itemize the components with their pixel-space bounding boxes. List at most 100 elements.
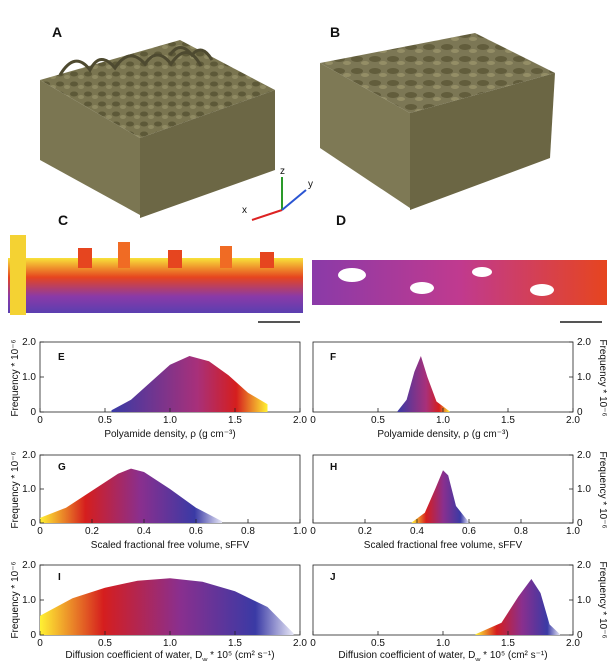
triad-z-label: z [280,166,285,177]
distribution-area-h [411,470,469,523]
axis-triad: x z y [242,166,313,221]
x-tick-label-g: 0.4 [137,526,151,537]
x-tick-label-f: 0.5 [371,415,385,426]
cross-section-d [312,260,607,323]
x-tick-label-j: 1.5 [501,638,515,649]
x-tick-label-e: 1.0 [163,415,177,426]
x-tick-label-g: 0.2 [85,526,99,537]
y-axis-label-f: Frequency * 10⁻⁶ [597,339,608,416]
y-tick-label-j: 1.0 [577,595,591,606]
y-tick-label-f: 2.0 [577,337,591,348]
plot-frame-f [312,341,574,413]
y-tick-label-g: 2.0 [22,450,36,461]
x-tick-label-i: 1.0 [163,638,177,649]
x-tick-label-h: 0.8 [514,526,528,537]
y-tick-label-h: 0 [577,518,583,529]
y-axis-label-g: Frequency * 10⁻⁶ [10,451,21,528]
x-tick-label-g: 1.0 [293,526,307,537]
panel-label-h: H [330,462,337,473]
y-tick-label-f: 1.0 [577,372,591,383]
panel-label-c: C [58,212,69,228]
y-tick-label-f: 0 [577,407,583,418]
x-tick-label-j: 1.0 [436,638,450,649]
x-tick-label-i: 2.0 [293,638,307,649]
x-tick-label-j: 0.5 [371,638,385,649]
x-tick-label-f: 2.0 [566,415,580,426]
y-tick-label-i: 1.0 [22,595,36,606]
x-tick-label-i: 1.5 [228,638,242,649]
triad-y-axis [281,189,307,211]
panel-label-a: A [52,24,63,40]
x-tick-label-h: 0.4 [410,526,424,537]
distribution-area-e [111,356,268,412]
panel-label-e: E [58,352,65,363]
y-tick-label-g: 0 [30,518,36,529]
chart-g: G 0 0.2 0.4 0.6 0.8 1.0 0 1.0 2.0 Scaled fractiona… [10,450,307,551]
membrane-a-side [140,90,275,218]
x-tick-label-h: 0.2 [358,526,372,537]
distribution-area-i [40,578,294,635]
x-tick-label-e: 0.5 [98,415,112,426]
y-axis-label-i: Frequency * 10⁻⁶ [10,561,21,638]
distribution-area-f [397,356,450,412]
y-axis-label-j: Frequency * 10⁻⁶ [597,561,608,638]
y-axis-label-e: Frequency * 10⁻⁶ [10,339,21,416]
y-tick-label-i: 0 [30,630,36,641]
x-axis-label-j: Diffusion coefficient of water, Dw * 10⁵… [338,650,547,661]
triad-y-label: y [308,179,313,190]
x-axis-label-h: Scaled fractional free volume, sFFV [364,540,523,551]
x-axis-label-i: Diffusion coefficient of water, Dw * 10⁵… [65,650,274,661]
y-tick-label-e: 2.0 [22,337,36,348]
x-tick-label-h: 0 [310,526,316,537]
chart-e: E 0 0.5 1.0 1.5 2.0 0 1.0 2.0 Polyamide density, … [10,337,307,440]
x-tick-label-f: 1.5 [501,415,515,426]
y-tick-label-j: 2.0 [577,560,591,571]
x-axis-label-g: Scaled fractional free volume, sFFV [91,540,250,551]
cross-section-c [8,235,303,323]
panel-label-b: B [330,24,341,40]
y-tick-label-h: 2.0 [577,450,591,461]
x-tick-label-g: 0.8 [241,526,255,537]
membrane-b-front [320,63,410,208]
x-tick-label-j: 2.0 [566,638,580,649]
x-tick-label-e: 0 [37,415,43,426]
x-axis-label-e: Polyamide density, ρ (g cm⁻³) [104,429,235,440]
membrane-a-top [40,40,275,138]
x-tick-label-h: 0.6 [462,526,476,537]
x-tick-label-h: 1.0 [566,526,580,537]
x-tick-label-j: 0 [310,638,316,649]
panel-label-i: I [58,572,61,583]
membrane-a-front [40,80,140,215]
x-tick-label-f: 1.0 [436,415,450,426]
panel-label-f: F [330,352,336,363]
x-tick-label-e: 2.0 [293,415,307,426]
distribution-area-g [40,468,222,523]
y-tick-label-j: 0 [577,630,583,641]
x-tick-label-f: 0 [310,415,316,426]
x-tick-label-i: 0.5 [98,638,112,649]
membrane-b-side [410,73,555,210]
x-tick-label-i: 0 [37,638,43,649]
x-axis-label-f: Polyamide density, ρ (g cm⁻³) [377,429,508,440]
y-axis-label-h: Frequency * 10⁻⁶ [597,451,608,528]
y-tick-label-i: 2.0 [22,560,36,571]
x-tick-label-e: 1.5 [228,415,242,426]
membrane-3d-render-b [320,33,555,210]
x-tick-label-g: 0.6 [189,526,203,537]
y-tick-label-e: 0 [30,407,36,418]
panel-label-g: G [58,462,66,473]
triad-x-axis [251,209,283,221]
chart-i: I 0 0.5 1.0 1.5 2.0 0 1.0 2.0 Diffusion coefficie… [10,560,307,661]
y-tick-label-h: 1.0 [577,484,591,495]
x-tick-label-g: 0 [37,526,43,537]
membrane-b-top [320,33,555,113]
distribution-area-j [475,579,560,635]
y-tick-label-e: 1.0 [22,372,36,383]
panel-label-d: D [336,212,347,228]
triad-x-label: x [242,205,247,216]
panel-label-j: J [330,572,336,583]
